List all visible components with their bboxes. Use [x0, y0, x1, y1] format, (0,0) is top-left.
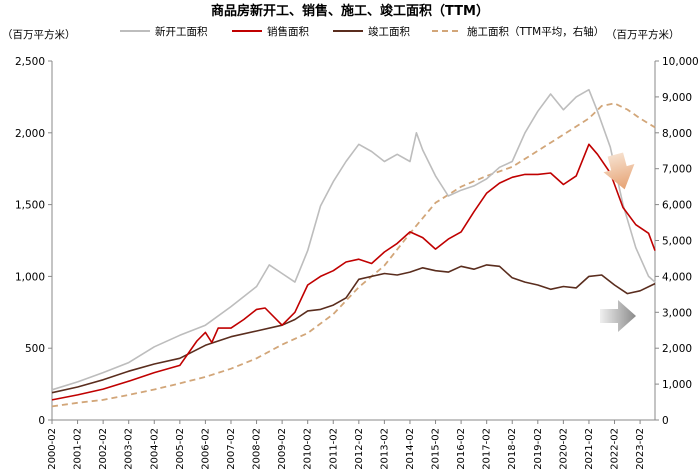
x-tick-label: 2010-02: [303, 428, 314, 470]
right-arrow-annotation: [600, 300, 636, 332]
left-y-tick-label: 1,000: [15, 271, 45, 283]
sales-area-line: [51, 143, 656, 401]
right-y-tick-label: 8,000: [662, 128, 692, 140]
x-tick-label: 2012-02: [354, 428, 365, 470]
left-y-tick-label: 2,000: [15, 128, 45, 140]
x-tick-label: 2015-02: [431, 428, 442, 470]
x-tick-label: 2002-02: [98, 428, 109, 470]
x-tick-label: 2020-02: [558, 428, 569, 470]
right-y-tick-label: 0: [662, 415, 669, 427]
right-axis-unit-label: （百万平方米）: [606, 28, 680, 41]
x-tick-label: 2005-02: [175, 428, 186, 470]
legend-label-sales: 销售面积: [267, 25, 309, 38]
x-tick-label: 2000-02: [47, 428, 58, 470]
x-tick-label: 2008-02: [252, 428, 263, 470]
series-layer: [51, 88, 656, 408]
under-construction-area-line: [51, 102, 656, 408]
right-y-tick-label: 5,000: [662, 236, 692, 248]
right-y-tick-label: 4,000: [662, 271, 692, 283]
x-tick-label: 2023-02: [635, 428, 646, 470]
right-y-tick-label: 2,000: [662, 343, 692, 355]
x-tick-label: 2014-02: [405, 428, 416, 470]
legend: 新开工面积 销售面积 竣工面积 施工面积（TTM平均，右轴）: [120, 25, 604, 38]
legend-label-under-construction: 施工面积（TTM平均，右轴）: [467, 25, 604, 38]
axes: 0 500 1,000 1,500 2,000 2,500 0 1,000 2,000 3,000…: [15, 56, 699, 470]
x-tick-label: 2021-02: [584, 428, 595, 470]
right-y-tick-label: 3,000: [662, 307, 692, 319]
x-tick-label: 2016-02: [456, 428, 467, 470]
x-tick-label: 2018-02: [507, 428, 518, 470]
x-tick-label: 2011-02: [328, 428, 339, 470]
x-tick-label: 2017-02: [482, 428, 493, 470]
x-tick-label: 2019-02: [533, 428, 544, 470]
left-y-tick-label: 2,500: [15, 56, 45, 68]
left-y-tick-label: 1,500: [15, 200, 45, 212]
left-axis-unit-label: （百万平方米）: [2, 28, 76, 41]
chart-title: 商品房新开工、销售、施工、竣工面积（TTM）: [211, 3, 489, 19]
right-y-tick-label: 7,000: [662, 164, 692, 176]
x-tick-label: 2003-02: [124, 428, 135, 470]
down-arrow-annotation: [603, 152, 635, 190]
x-tick-label: 2004-02: [149, 428, 160, 470]
legend-label-new-starts: 新开工面积: [155, 25, 208, 38]
legend-label-completions: 竣工面积: [368, 25, 410, 38]
new-starts-area-line: [51, 88, 656, 391]
completions-area-line: [51, 264, 656, 394]
left-y-tick-label: 500: [25, 343, 45, 355]
x-tick-label: 2007-02: [226, 428, 237, 470]
left-y-tick-label: 0: [38, 415, 45, 427]
right-y-tick-label: 1,000: [662, 379, 692, 391]
x-tick-label: 2006-02: [200, 428, 211, 470]
right-y-tick-label: 9,000: [662, 92, 692, 104]
x-tick-label: 2022-02: [610, 428, 621, 470]
x-tick-label: 2013-02: [379, 428, 390, 470]
right-y-tick-label: 10,000: [662, 56, 699, 68]
x-tick-label: 2001-02: [73, 428, 84, 470]
x-tick-label: 2009-02: [277, 428, 288, 470]
right-y-tick-label: 6,000: [662, 200, 692, 212]
